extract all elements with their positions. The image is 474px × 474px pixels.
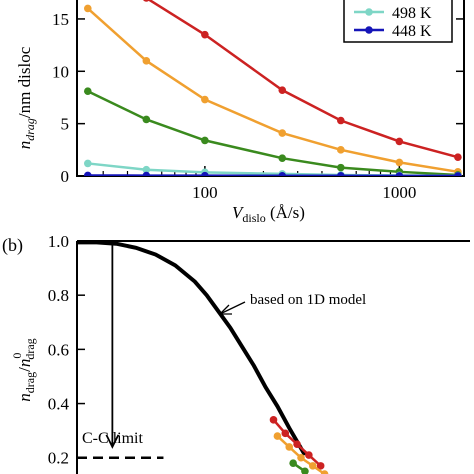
y-tick-label: 5 <box>61 115 70 134</box>
series-point <box>201 95 209 104</box>
y-tick-label: 15 <box>52 10 69 29</box>
x-tick-label: 100 <box>192 183 218 202</box>
series-point <box>201 30 209 39</box>
series-point <box>454 172 462 176</box>
series-point <box>289 459 297 467</box>
series-point <box>273 432 282 440</box>
series-point <box>293 440 301 448</box>
legend-label-498k: 498 K <box>392 5 432 22</box>
model-curve-annotation-arrow <box>219 301 246 315</box>
series-point <box>337 171 345 176</box>
series-point <box>337 146 345 154</box>
panel-b-label: (b) <box>2 235 23 256</box>
series-point <box>269 416 278 424</box>
series-point <box>395 172 404 176</box>
series-point <box>278 86 287 94</box>
series-point <box>320 470 329 474</box>
panel-b-ticks: 1.0 0.8 0.6 0.4 0.2 <box>48 232 85 468</box>
series-point <box>337 163 345 172</box>
legend-label-448k: 448 K <box>392 23 432 40</box>
series-point <box>83 171 92 176</box>
series-point <box>309 462 317 470</box>
series-point <box>278 154 287 162</box>
panel-a-series <box>83 0 462 176</box>
panel-a-series-group <box>83 0 462 176</box>
legend-box <box>343 0 453 43</box>
series-point <box>201 171 209 176</box>
series-point <box>278 129 287 137</box>
series-point <box>143 0 150 2</box>
model-curve-annotation: based on 1D model <box>250 292 366 308</box>
panel-a-xlabel: Vdislo (Å/s) <box>232 203 305 225</box>
series-point <box>142 57 151 65</box>
y-tick-label: 0.4 <box>48 395 70 414</box>
series-point <box>337 116 345 125</box>
series-point <box>142 165 151 174</box>
y-tick-label: 0 <box>61 167 70 186</box>
panel-a: 0 5 10 15 100 1000 498 K 448 K ndrag/nm dislo… <box>15 0 465 225</box>
series-point <box>83 87 92 95</box>
series-point <box>201 136 209 145</box>
series-point <box>316 462 325 470</box>
series-point <box>297 453 305 462</box>
panel-b: (b) 1.0 0.8 0.6 0.4 0.2 ndrag/n0drag based o… <box>2 232 470 474</box>
cc-limit-arrowhead <box>105 434 120 449</box>
series-point <box>142 171 151 176</box>
legend-marker-498k <box>365 8 373 16</box>
series-point <box>395 137 404 146</box>
y-tick-label: 0.6 <box>48 340 69 359</box>
series-point <box>278 171 287 176</box>
series-point <box>454 153 462 161</box>
series-point <box>83 4 92 13</box>
legend-marker-448k <box>365 26 373 34</box>
x-tick-label: 1000 <box>382 183 416 202</box>
panel-a-ylabel: ndrag/nm disloc <box>15 46 37 149</box>
y-tick-label: 10 <box>52 62 69 81</box>
y-tick-label: 0.2 <box>48 449 69 468</box>
series-point <box>83 159 92 168</box>
model-curve <box>77 240 307 457</box>
model-curve-annotation-arrowhead <box>219 304 232 315</box>
y-tick-label: 0.8 <box>48 286 69 305</box>
series-point <box>305 451 313 459</box>
series-point <box>281 429 290 438</box>
y-tick-label: 1.0 <box>48 232 69 251</box>
panel-b-ylabel: ndrag/n0drag <box>10 338 37 401</box>
panel-a-ticks: 0 5 10 15 100 1000 <box>52 10 464 202</box>
legend: 498 K 448 K <box>343 0 453 43</box>
series-point <box>301 467 309 474</box>
panel-b-series <box>77 240 329 474</box>
series-point <box>285 443 294 451</box>
series-point <box>395 158 404 167</box>
series-point <box>142 115 151 124</box>
